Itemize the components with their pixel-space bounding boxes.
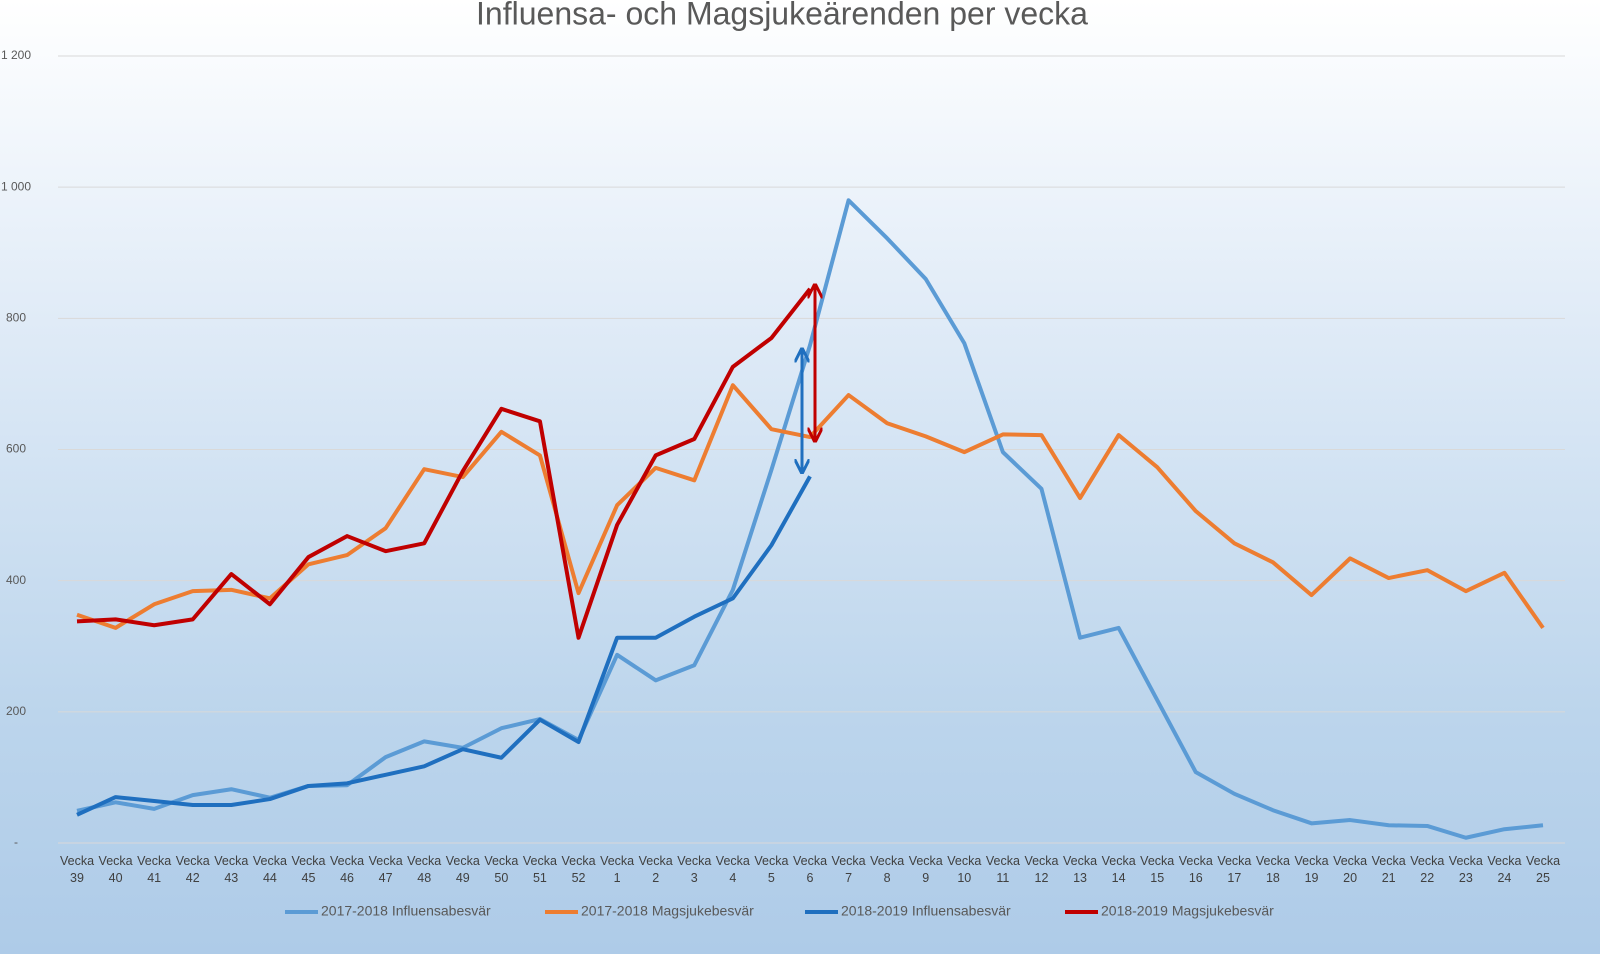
x-tick-label: Vecka 42 <box>175 854 210 885</box>
y-tick-label: 200 <box>6 704 26 718</box>
legend-label: 2017-2018 Influensabesvär <box>321 903 491 919</box>
x-tick-label: Vecka 40 <box>98 854 133 885</box>
chart-title: Influensa- och Magsjukeärenden per vecka <box>476 0 1088 31</box>
line-series <box>76 198 1544 840</box>
x-tick-label: Vecka 8 <box>870 854 905 885</box>
x-tick-label: Vecka 50 <box>484 854 519 885</box>
x-tick-label: Vecka 44 <box>252 854 287 885</box>
x-tick-label: Vecka 9 <box>908 854 943 885</box>
x-tick-label: Vecka 25 <box>1525 854 1561 885</box>
x-tick-label: Vecka 15 <box>1140 854 1175 885</box>
x-tick-label: Vecka 41 <box>137 854 172 885</box>
x-tick-label: Vecka 39 <box>59 854 95 885</box>
y-tick-label: 400 <box>6 573 26 587</box>
x-tick-label: Vecka 1 <box>600 854 635 885</box>
y-tick-label: 800 <box>6 311 26 325</box>
x-tick-label: Vecka 13 <box>1063 854 1098 885</box>
x-tick-label: Vecka 47 <box>368 854 403 885</box>
line-series <box>76 383 1545 630</box>
y-tick-label: 600 <box>6 442 26 456</box>
legend-label: 2017-2018 Magsjukebesvär <box>581 903 754 919</box>
x-tick-label: Vecka 4 <box>715 854 750 885</box>
x-tick-label: Vecka 17 <box>1217 854 1252 885</box>
x-tick-label: Vecka 20 <box>1333 854 1368 885</box>
legend-label: 2018-2019 Influensabesvär <box>841 903 1011 919</box>
y-tick-label: - <box>14 835 18 849</box>
x-tick-label: Vecka 3 <box>677 854 712 885</box>
x-tick-label: Vecka 52 <box>561 854 596 885</box>
x-tick-label: Vecka 14 <box>1101 854 1136 885</box>
x-tick-label: Vecka 43 <box>214 854 249 885</box>
x-tick-label: Vecka 24 <box>1487 854 1522 885</box>
x-tick-label: Vecka 18 <box>1255 854 1290 885</box>
x-tick-label: Vecka 22 <box>1410 854 1445 885</box>
x-tick-label: Vecka 10 <box>947 854 982 885</box>
x-tick-label: Vecka 16 <box>1178 854 1213 885</box>
x-tick-label: Vecka 48 <box>407 854 442 885</box>
x-tick-label: Vecka 7 <box>831 854 866 885</box>
x-tick-label: Vecka 23 <box>1448 854 1483 885</box>
x-tick-label: Vecka 49 <box>445 854 480 885</box>
x-tick-label: Vecka 11 <box>985 854 1020 885</box>
legend-label: 2018-2019 Magsjukebesvär <box>1101 903 1274 919</box>
x-tick-label: Vecka 46 <box>330 854 365 885</box>
line-series <box>76 475 812 817</box>
x-tick-label: Vecka 21 <box>1371 854 1406 885</box>
x-tick-label: Vecka 6 <box>792 854 828 885</box>
x-tick-label: Vecka 5 <box>754 854 789 885</box>
x-tick-label: Vecka 45 <box>291 854 326 885</box>
x-tick-label: Vecka 51 <box>522 854 557 885</box>
line-series <box>76 287 812 640</box>
x-tick-label: Vecka 19 <box>1294 854 1329 885</box>
x-tick-label: Vecka 12 <box>1024 854 1059 885</box>
y-tick-label: 1 200 <box>1 48 31 62</box>
y-tick-label: 1 000 <box>1 179 31 193</box>
x-tick-label: Vecka 2 <box>638 854 673 885</box>
